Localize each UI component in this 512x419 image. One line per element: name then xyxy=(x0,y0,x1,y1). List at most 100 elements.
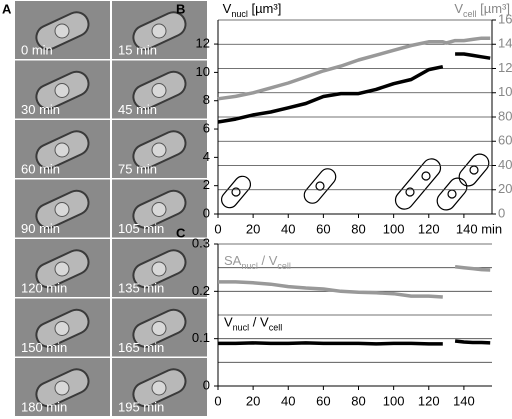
x-tick-label: 140 min xyxy=(456,221,502,236)
series-label: Vnucl / Vcell xyxy=(224,315,282,333)
cell-icon xyxy=(458,153,490,187)
y2-tick-label: 140 xyxy=(498,36,512,51)
y-tick-label: 6 xyxy=(203,120,210,135)
frame: 165 min xyxy=(112,298,207,357)
y-tick-label: 8 xyxy=(203,92,210,107)
text-part: SA xyxy=(224,253,242,268)
nucleus-image xyxy=(54,23,70,39)
text-part: V xyxy=(223,1,232,16)
series-line xyxy=(217,36,491,101)
x-tick-label: 100 xyxy=(383,221,405,236)
series-line xyxy=(218,264,491,299)
nucleus-image xyxy=(54,321,70,336)
y-tick-label: 2 xyxy=(203,177,210,192)
frame-time: 75 min xyxy=(118,161,157,176)
frame-time: 165 min xyxy=(118,340,164,355)
y-tick-label: 10 xyxy=(196,64,210,79)
y-tick-label: 0.1 xyxy=(192,330,210,345)
y2-tick-label: 160 xyxy=(498,11,512,26)
nucleus-image xyxy=(54,202,70,217)
text-part: [µm³] xyxy=(477,1,510,16)
x-tick-label: 20 xyxy=(246,221,260,236)
x-tick-label: 40 xyxy=(281,221,295,236)
frame: 105 min xyxy=(112,179,207,238)
nucleus-image xyxy=(54,261,70,277)
frame: 15 min xyxy=(112,1,207,59)
y2-tick-label: 120 xyxy=(498,60,512,75)
frame-time: 135 min xyxy=(118,280,164,295)
frame: 60 min xyxy=(15,120,110,178)
frame-time: 195 min xyxy=(118,399,164,414)
subscript: nucl xyxy=(241,261,258,271)
frame-time: 180 min xyxy=(21,399,67,414)
frame-time: 105 min xyxy=(118,221,164,236)
cell-icon xyxy=(303,168,337,204)
x-tick-label: 60 xyxy=(316,393,330,408)
frame: 45 min xyxy=(112,60,207,119)
frame: 195 min xyxy=(112,358,207,416)
text-part: / V xyxy=(258,253,278,268)
x-tick-label: 100 xyxy=(383,393,405,408)
x-tick-label: 40 xyxy=(281,393,295,408)
x-tick-label: 140 xyxy=(453,393,475,408)
frame-time: 150 min xyxy=(21,340,67,355)
frame-time: 15 min xyxy=(118,42,157,57)
x-tick-label: 0 xyxy=(214,393,221,408)
text-part: V xyxy=(224,315,233,330)
frame: 180 min xyxy=(15,358,110,416)
frame: 30 min xyxy=(15,60,110,119)
series-line xyxy=(217,52,491,124)
y-tick-label: 4 xyxy=(203,149,210,164)
text-part: [µm³] xyxy=(248,1,281,16)
frame-time: 120 min xyxy=(21,280,67,295)
nucleus-image xyxy=(151,202,167,217)
x-tick-label: 120 xyxy=(418,221,440,236)
subscript: cell xyxy=(277,261,291,271)
nucleus-image xyxy=(151,23,167,39)
y2-tick-label: 100 xyxy=(498,84,512,99)
nucleus-image xyxy=(151,142,167,158)
nucleus-image xyxy=(151,321,167,336)
y2-tick-label: 0 xyxy=(498,205,505,220)
x-tick-label: 80 xyxy=(351,221,365,236)
y2-tick-label: 60 xyxy=(498,133,512,148)
series-line xyxy=(218,339,491,346)
cell-icon xyxy=(394,158,442,210)
panel-label: B xyxy=(176,1,185,16)
x-tick-label: 80 xyxy=(351,393,365,408)
frame: 150 min xyxy=(15,298,110,357)
y2-axis-title: Vcell [µm³] xyxy=(454,1,510,19)
frame: 120 min xyxy=(15,239,110,297)
y-tick-label: 0 xyxy=(203,377,210,392)
nucleus-image xyxy=(151,83,167,98)
y-tick-label: 0.2 xyxy=(192,283,210,298)
subscript: nucl xyxy=(233,323,250,333)
frame-time: 30 min xyxy=(21,102,60,117)
y-tick-label: 0.3 xyxy=(192,235,210,250)
text-part: / V xyxy=(249,315,269,330)
x-tick-label: 20 xyxy=(246,393,260,408)
series-label: SAnucl / Vcell xyxy=(224,253,291,271)
frame: 75 min xyxy=(112,120,207,178)
x-tick-label: 60 xyxy=(316,221,330,236)
frame-time: 90 min xyxy=(21,221,60,236)
panel-label: C xyxy=(176,225,186,240)
y2-tick-label: 80 xyxy=(498,108,512,123)
nucleus-image xyxy=(54,380,70,396)
nucleus-image xyxy=(54,142,70,158)
frame-time: 60 min xyxy=(21,161,60,176)
frame: 135 min xyxy=(112,239,207,297)
nucleus-image xyxy=(54,83,70,98)
nucleus-icon xyxy=(421,171,431,181)
y-tick-label: 12 xyxy=(196,36,210,51)
cell-icon xyxy=(220,175,252,209)
text-part: V xyxy=(454,1,463,16)
nucleus-image xyxy=(151,261,167,277)
y-tick-label: 0 xyxy=(203,205,210,220)
cell-icon xyxy=(436,177,468,211)
y2-tick-label: 40 xyxy=(498,157,512,172)
y2-tick-label: 20 xyxy=(498,181,512,196)
x-tick-label: 120 xyxy=(418,393,440,408)
x-tick-label: 0 xyxy=(214,221,221,236)
